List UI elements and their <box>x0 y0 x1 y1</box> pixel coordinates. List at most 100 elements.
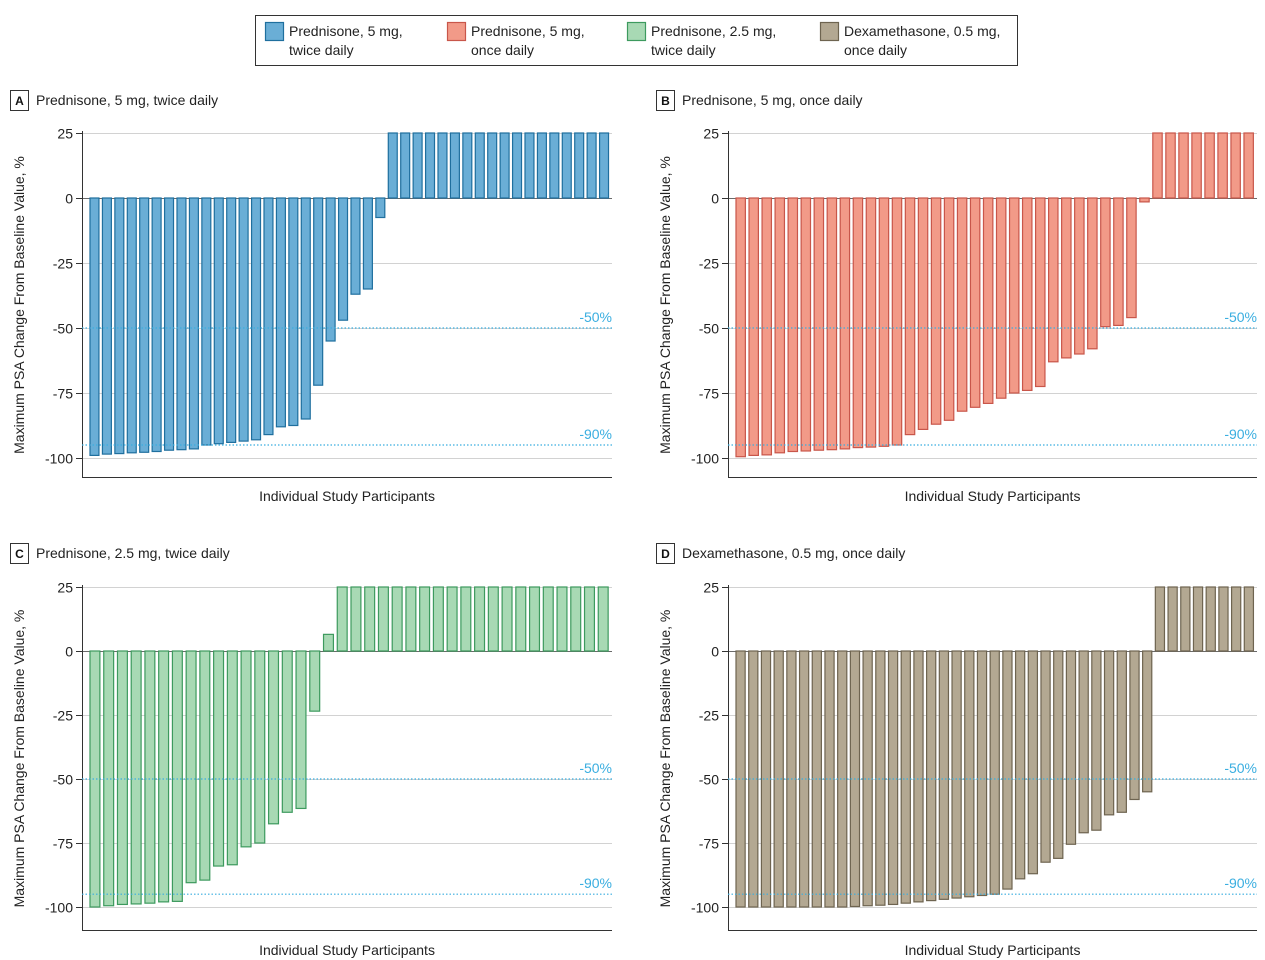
bar <box>89 197 100 456</box>
y-tick-label: -50 <box>53 321 73 337</box>
reference-label: -90% <box>579 426 612 442</box>
bar <box>1129 650 1140 801</box>
bar <box>1180 586 1191 652</box>
bar <box>956 197 968 412</box>
reference-label: -50% <box>1224 760 1257 776</box>
bar <box>171 650 183 902</box>
bar <box>144 650 156 904</box>
bar <box>1217 132 1228 199</box>
bar <box>570 586 582 652</box>
panel-title: Prednisone, 5 mg, once daily <box>682 92 863 108</box>
legend-swatch <box>264 21 285 42</box>
bar <box>199 650 211 881</box>
bar <box>1002 650 1013 890</box>
bar <box>1008 197 1020 394</box>
y-tick-label: -25 <box>53 256 73 272</box>
bar <box>862 650 873 907</box>
bar <box>887 650 899 906</box>
bar <box>1087 197 1098 350</box>
x-axis-title: Individual Study Participants <box>905 488 1081 504</box>
bar <box>891 197 903 446</box>
bar <box>1116 650 1127 813</box>
y-tick-label: -75 <box>699 386 719 402</box>
legend-label-line1: Prednisone, 5 mg, <box>471 23 585 39</box>
bar <box>336 586 348 652</box>
y-tick-label: 25 <box>703 126 719 142</box>
y-axis-title: Maximum PSA Change From Baseline Value, … <box>657 610 673 908</box>
bar <box>350 197 361 295</box>
bar <box>1014 650 1026 880</box>
bar <box>460 586 472 652</box>
bar <box>405 586 417 652</box>
bar <box>114 197 125 455</box>
bar <box>735 650 746 908</box>
y-tick-label: 25 <box>703 580 719 596</box>
bar <box>1078 650 1089 834</box>
bar <box>101 197 112 455</box>
bar <box>969 197 981 408</box>
y-tick-label: -25 <box>699 256 719 272</box>
bar <box>400 132 411 199</box>
y-tick-label: -50 <box>53 772 73 788</box>
bar <box>362 197 373 290</box>
bar <box>263 197 274 436</box>
panel-letter: D <box>661 547 670 561</box>
bar <box>350 586 362 652</box>
y-tick-label: -100 <box>45 451 73 467</box>
bar <box>449 132 460 199</box>
bar <box>240 650 252 848</box>
y-tick-label: 0 <box>711 644 719 660</box>
y-axis-title: Maximum PSA Change From Baseline Value, … <box>11 156 27 454</box>
bar <box>364 586 376 652</box>
bar <box>515 586 527 652</box>
bar <box>865 197 877 448</box>
legend: Prednisone, 5 mg, twice daily Prednisone, … <box>255 15 1018 66</box>
bar <box>250 197 262 441</box>
bar <box>1243 132 1254 199</box>
bar <box>1053 650 1064 859</box>
bar <box>103 650 115 907</box>
bar <box>437 132 448 199</box>
bar <box>1152 132 1163 199</box>
bar <box>89 650 101 908</box>
y-tick-label: -50 <box>699 321 719 337</box>
bar <box>995 197 1007 399</box>
bar <box>1218 586 1229 652</box>
bar <box>597 586 609 652</box>
bar <box>1113 197 1124 327</box>
bar <box>542 586 554 652</box>
bar <box>1021 197 1033 391</box>
panel-title: Dexamethasone, 0.5 mg, once daily <box>682 545 905 561</box>
panel-letter-box <box>10 543 29 564</box>
bar <box>524 132 535 199</box>
bar <box>1074 197 1085 355</box>
bar <box>300 197 311 420</box>
panels: A Prednisone, 5 mg, twice daily 25 0 -25 -50 -… <box>10 90 1257 958</box>
bar <box>561 132 572 199</box>
bar <box>1191 132 1202 199</box>
bar <box>474 132 485 199</box>
bar <box>748 197 760 456</box>
bar <box>201 197 212 446</box>
bar <box>735 197 746 458</box>
reference-label: -50% <box>1224 309 1257 325</box>
bar <box>238 197 249 442</box>
bar <box>556 586 568 652</box>
bar <box>761 197 773 456</box>
bar <box>982 197 994 404</box>
bar <box>424 132 436 199</box>
bar <box>176 197 187 451</box>
bar <box>226 197 237 443</box>
bar <box>254 650 266 844</box>
bar <box>487 132 498 199</box>
bar <box>185 650 197 884</box>
bar <box>163 197 175 451</box>
bar <box>501 586 513 652</box>
bar <box>126 197 137 454</box>
x-axis-title: Individual Study Participants <box>259 942 435 958</box>
bar <box>375 197 386 219</box>
legend-swatch <box>819 21 840 42</box>
panel-letter: C <box>15 547 24 561</box>
bar <box>188 197 199 450</box>
